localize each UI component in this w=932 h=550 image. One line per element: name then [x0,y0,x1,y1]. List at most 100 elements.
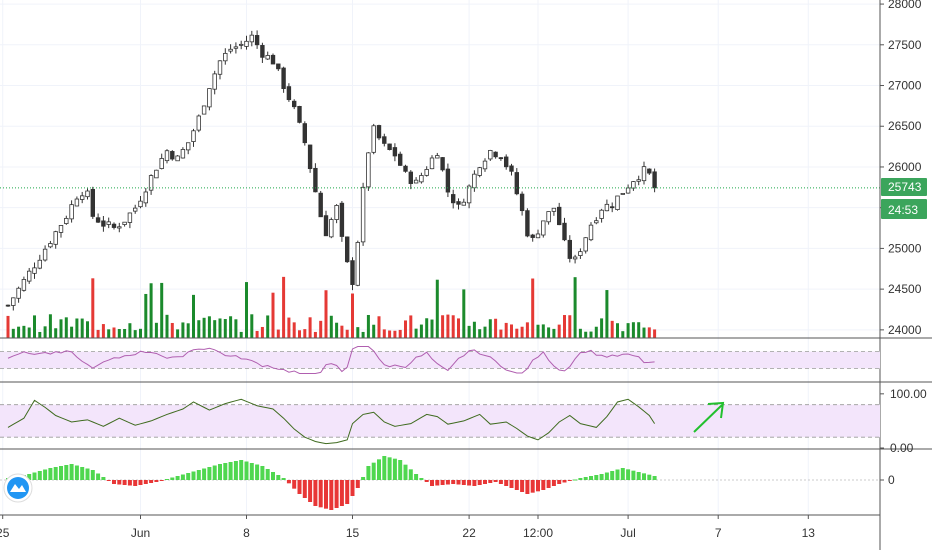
candle-body [148,175,154,191]
volume-bar [547,327,551,338]
price-tick-label: 28000 [888,0,922,11]
candle-body [143,191,148,204]
candle-body [641,166,647,182]
volume-bar [17,326,21,338]
candle-body [472,173,477,189]
last-price-value: 25743 [888,180,922,194]
volume-bar [38,331,42,338]
rsi-pane [0,346,880,374]
volume-bar [181,322,185,338]
macd-histogram-bar [265,469,270,480]
candle-body [419,175,424,183]
volume-bar [27,327,31,338]
volume-bar [117,329,121,338]
volume-bar [409,315,413,338]
candle-body [503,156,509,168]
volume-bar [298,330,301,338]
macd-histogram-bar [350,480,355,496]
macd-histogram-pane [0,456,880,510]
volume-bar [59,319,63,338]
stochastic-tick-label: 100.00 [890,387,927,401]
volume-bar [345,329,349,338]
macd-histogram-bar [382,456,387,480]
candle-body [106,221,111,225]
macd-histogram-bar [180,474,185,480]
candle-body [562,222,567,241]
macd-histogram-bar [578,478,583,480]
volume-bar [457,318,460,338]
candle-body [445,168,451,193]
volume-bar [600,318,604,338]
volume-bar [504,322,508,338]
candle-body [212,73,217,90]
candle-body [466,185,472,204]
volume-bar [552,328,556,338]
macd-histogram-bar [170,477,175,480]
candle-body [90,188,95,217]
candle-body [408,171,413,184]
macd-histogram-bar [477,480,482,485]
green-arrow-annotation[interactable] [693,401,725,433]
stochastic-axis: 100.00 0.00 [880,387,927,455]
macd-histogram-bar [403,464,408,480]
price-tick-label: 25000 [888,241,922,255]
price-candles [5,30,657,311]
price-tick-label: 24000 [888,323,922,337]
macd-histogram-bar [525,480,530,494]
candle-body [350,260,355,285]
volume-bar [557,324,561,338]
rsi-line [7,346,655,374]
countdown-value: 24:53 [888,203,918,217]
volume-bar [154,322,158,338]
candle-body [217,60,223,75]
macd-histogram-bar [244,461,249,480]
volume-bar [616,323,619,338]
candle-body [339,202,345,237]
volume-bar [446,314,450,338]
macd-histogram-bar [551,480,556,486]
macd-histogram-bar [59,466,63,480]
candle-body [413,179,419,184]
macd-histogram-bar [546,480,551,488]
macd-axis: 0 [880,473,895,487]
candle-body [588,224,594,241]
candle-body [429,157,435,170]
macd-histogram-bar [594,475,599,480]
candle-body [525,210,530,237]
volume-bar [382,329,386,338]
macd-histogram-bar [127,480,132,486]
volume-bar [128,323,132,338]
volume-bar [197,320,201,338]
candle-body [228,48,233,52]
volume-bar [441,315,445,338]
volume-bar [255,330,259,338]
candle-body [233,46,239,49]
candle-body [276,63,281,70]
candle-body [625,187,631,194]
macd-histogram-bar [604,472,609,480]
macd-histogram-bar [218,464,222,480]
macd-histogram-bar [159,480,164,481]
volume-bar [239,331,243,338]
volume-bar [176,329,180,338]
candle-body [238,43,244,46]
price-tick-label: 27000 [888,79,922,93]
volume-bar [282,276,286,338]
volume-bar [335,322,339,338]
price-tick-label: 27500 [888,38,922,52]
volume-bar [303,329,307,338]
volume-bar [192,294,195,338]
macd-histogram-bar [366,466,371,480]
macd-histogram-bar [647,474,652,480]
cloud-icon [10,484,26,492]
candle-body [482,160,488,170]
volume-bar [276,329,280,338]
candle-body [223,52,228,62]
candle-body [392,147,398,157]
macd-histogram-bar [620,468,625,480]
candle-body [291,100,297,108]
candle-body [323,215,329,237]
tradingview-logo[interactable] [3,473,33,503]
stochastic-tick-label: 0.00 [890,441,914,455]
